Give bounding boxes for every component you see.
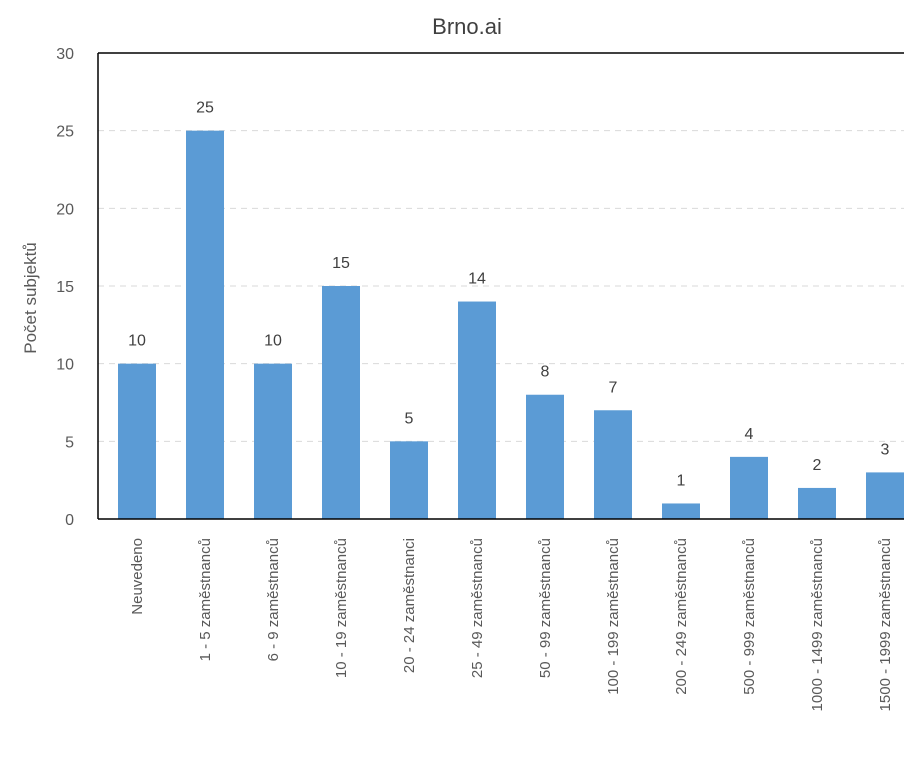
y-tick-label: 10 bbox=[56, 357, 74, 374]
x-category-label: 25 - 49 zaměstnanců bbox=[469, 538, 486, 678]
y-tick-label: 30 bbox=[56, 46, 74, 63]
x-category-label: 200 - 249 zaměstnanců bbox=[673, 538, 690, 695]
chart-title: Brno.ai bbox=[432, 14, 502, 39]
bar bbox=[390, 441, 428, 519]
y-tick-label: 15 bbox=[56, 279, 74, 296]
gridlines bbox=[98, 130, 904, 442]
y-tick-label: 20 bbox=[56, 201, 74, 218]
bar bbox=[322, 286, 360, 519]
bar bbox=[254, 363, 292, 519]
data-label: 7 bbox=[609, 379, 618, 396]
bar bbox=[730, 456, 768, 519]
bar bbox=[662, 503, 700, 519]
data-label: 14 bbox=[468, 271, 486, 288]
data-label: 25 bbox=[196, 100, 214, 117]
bars bbox=[118, 130, 904, 519]
bar bbox=[118, 363, 156, 519]
data-label: 3 bbox=[881, 441, 890, 458]
x-category-label: 50 - 99 zaměstnanců bbox=[537, 538, 554, 678]
x-category-label: 100 - 199 zaměstnanců bbox=[605, 538, 622, 695]
y-tick-label: 5 bbox=[65, 434, 74, 451]
y-tick-label: 25 bbox=[56, 124, 74, 141]
x-category-label: 1 - 5 zaměstnanců bbox=[197, 538, 214, 661]
x-category-label: Neuvedeno bbox=[129, 538, 146, 615]
data-label: 15 bbox=[332, 255, 350, 272]
x-category-label: 500 - 999 zaměstnanců bbox=[741, 538, 758, 695]
x-category-label: 10 - 19 zaměstnanců bbox=[333, 538, 350, 678]
axes bbox=[97, 52, 904, 520]
data-label: 8 bbox=[541, 364, 550, 381]
x-category-label: 6 - 9 zaměstnanců bbox=[265, 538, 282, 661]
data-label: 10 bbox=[128, 333, 146, 350]
bar bbox=[526, 394, 564, 519]
data-label: 5 bbox=[405, 410, 414, 427]
bar bbox=[186, 130, 224, 519]
data-label: 4 bbox=[745, 426, 754, 443]
bar bbox=[458, 301, 496, 519]
data-label: 1 bbox=[677, 472, 686, 489]
y-axis-label: Počet subjektů bbox=[21, 242, 40, 354]
x-category-label: 20 - 24 zaměstnanci bbox=[401, 538, 418, 673]
y-tick-label: 0 bbox=[65, 512, 74, 529]
bar bbox=[798, 487, 836, 519]
bar bbox=[594, 410, 632, 519]
x-category-label: 1500 - 1999 zaměstnanců bbox=[877, 538, 894, 711]
y-tick-labels: 0 5 10 15 20 25 30 bbox=[56, 46, 74, 529]
x-category-label: 1000 - 1499 zaměstnanců bbox=[809, 538, 826, 711]
data-label: 10 bbox=[264, 333, 282, 350]
x-category-labels: Neuvedeno 1 - 5 zaměstnanců 6 - 9 zaměstna… bbox=[129, 538, 894, 711]
bar bbox=[866, 472, 904, 519]
data-label: 2 bbox=[813, 457, 822, 474]
